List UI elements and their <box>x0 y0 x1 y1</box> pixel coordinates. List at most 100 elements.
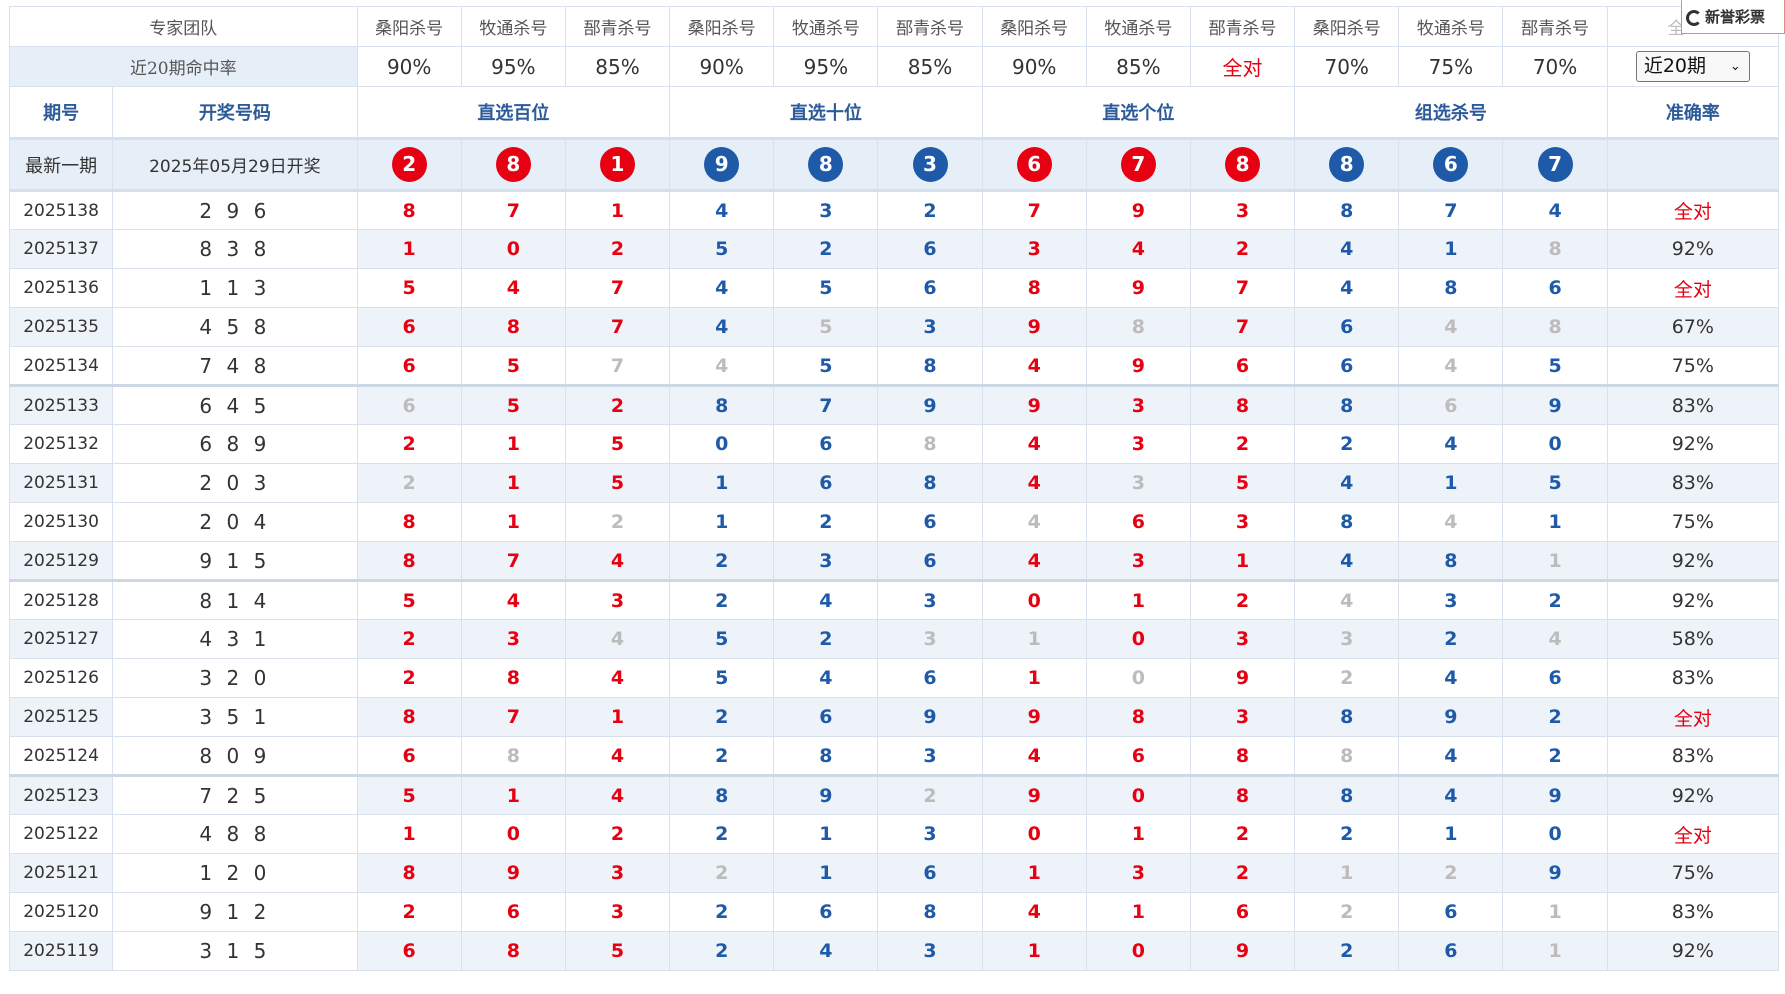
kill-number: 6 <box>356 384 462 425</box>
kill-number: 1 <box>1398 814 1504 854</box>
latest-issue-label: 最新一期 <box>8 137 114 192</box>
kill-number: 2 <box>356 892 462 932</box>
kill-number: 6 <box>1189 892 1296 932</box>
kill-number: 2 <box>356 658 462 698</box>
table-row: 2025137 8 3 8 1 0 2 5 2 6 3 4 2 4 1 8 92% <box>8 229 1780 269</box>
kill-number: 8 <box>356 541 462 581</box>
kill-number: 6 <box>773 463 879 503</box>
kill-number: 2 <box>1502 579 1608 620</box>
kill-number: 3 <box>1189 190 1296 230</box>
kill-number: 3 <box>564 579 671 620</box>
period-select[interactable]: 近20期 ⌄ <box>1635 51 1750 82</box>
kill-number: 2 <box>1502 736 1608 776</box>
open-number: 6 4 5 <box>112 384 358 425</box>
table-row: 2025126 3 2 0 2 8 4 5 4 6 1 0 9 2 4 6 83% <box>8 658 1780 698</box>
kill-number: 0 <box>981 579 1087 620</box>
kill-number: 9 <box>981 697 1087 737</box>
kill-number: 4 <box>1294 463 1400 503</box>
kill-number: 7 <box>981 190 1087 230</box>
kill-number: 8 <box>356 190 462 230</box>
kill-number: 5 <box>1502 463 1608 503</box>
kill-number: 9 <box>460 853 566 893</box>
kill-number: 2 <box>1398 619 1504 659</box>
kill-number: 3 <box>877 307 983 347</box>
issue-number: 2025128 <box>8 579 114 620</box>
kill-number: 7 <box>1189 268 1296 308</box>
kill-number: 8 <box>1189 774 1296 815</box>
kill-number: 2 <box>877 774 983 815</box>
latest-ball-cell: 9 <box>669 137 775 192</box>
kill-number: 6 <box>1398 892 1504 932</box>
kill-number: 2 <box>669 579 775 620</box>
kill-number: 8 <box>1294 190 1400 230</box>
kill-number: 1 <box>460 463 566 503</box>
kill-number: 1 <box>1085 814 1191 854</box>
kill-number: 2 <box>1294 658 1400 698</box>
kill-number: 0 <box>669 424 775 464</box>
kill-number: 2 <box>1502 697 1608 737</box>
kill-number: 0 <box>1502 814 1608 854</box>
kill-number: 2 <box>773 502 879 542</box>
latest-ball: 8 <box>1329 147 1365 182</box>
latest-ball-cell: 7 <box>1085 137 1191 192</box>
latest-ball: 8 <box>1225 147 1261 182</box>
kill-number: 4 <box>564 658 671 698</box>
kill-number: 3 <box>1085 463 1191 503</box>
open-number: 8 3 8 <box>112 229 358 269</box>
kill-number: 3 <box>1398 579 1504 620</box>
kill-number: 6 <box>1294 307 1400 347</box>
kill-number: 3 <box>877 619 983 659</box>
accuracy-value: 92% <box>1606 541 1780 581</box>
units-group-header: 直选个位 <box>981 86 1296 139</box>
expert-team-row: 专家团队 桑阳杀号 牧通杀号 郚青杀号 桑阳杀号 牧通杀号 郚青杀号 桑阳杀号 … <box>9 6 1780 47</box>
kill-number: 8 <box>1398 541 1504 581</box>
kill-number: 8 <box>1294 736 1400 776</box>
kill-number: 9 <box>877 697 983 737</box>
kill-number: 4 <box>669 268 775 308</box>
kill-number: 4 <box>669 346 775 386</box>
table-row: 2025136 1 1 3 5 4 7 4 5 6 8 9 7 4 8 6 全对 <box>8 268 1780 308</box>
kill-number: 4 <box>1294 541 1400 581</box>
hit-rate-value: 70% <box>1294 46 1400 87</box>
latest-ball: 1 <box>600 147 635 182</box>
kill-number: 6 <box>1398 931 1504 971</box>
kill-number: 8 <box>460 931 566 971</box>
kill-number: 4 <box>1398 502 1504 542</box>
kill-number: 4 <box>564 619 671 659</box>
brand-badge[interactable]: 新誉彩票 <box>1681 0 1785 34</box>
accuracy-value: 83% <box>1606 736 1780 776</box>
issue-number: 2025127 <box>8 619 114 659</box>
kill-number: 2 <box>773 229 879 269</box>
kill-number: 6 <box>877 853 983 893</box>
kill-number: 3 <box>1085 541 1191 581</box>
accuracy-value: 83% <box>1606 892 1780 932</box>
kill-number: 6 <box>1085 736 1191 776</box>
kill-number: 7 <box>564 346 671 386</box>
open-number: 1 2 0 <box>112 853 358 893</box>
open-number: 4 8 8 <box>112 814 358 854</box>
kill-number: 6 <box>356 736 462 776</box>
kill-number: 3 <box>1294 619 1400 659</box>
latest-ball-cell: 1 <box>564 137 671 192</box>
table-row: 2025124 8 0 9 6 8 4 2 8 3 4 6 8 8 4 2 83% <box>8 736 1780 776</box>
kill-number: 4 <box>981 502 1087 542</box>
accuracy-value: 92% <box>1606 774 1780 815</box>
kill-number: 6 <box>773 697 879 737</box>
kill-number: 8 <box>1502 229 1608 269</box>
group-kill-header: 组选杀号 <box>1294 86 1608 139</box>
open-number: 8 0 9 <box>112 736 358 776</box>
latest-issue-row: 最新一期 2025年05月29日开奖 2 8 1 9 8 3 6 7 8 8 6 7 <box>8 137 1780 192</box>
hit-rate-value: 75% <box>1398 46 1504 87</box>
hit-rate-value: 95% <box>773 46 879 87</box>
kill-number: 4 <box>669 190 775 230</box>
hit-rate-value: 85% <box>877 46 983 87</box>
kill-number: 8 <box>1502 307 1608 347</box>
kill-number: 6 <box>356 346 462 386</box>
kill-number: 2 <box>877 190 983 230</box>
kill-number: 5 <box>773 346 879 386</box>
latest-draw-date: 2025年05月29日开奖 <box>112 137 358 192</box>
chevron-down-icon: ⌄ <box>1729 59 1741 74</box>
kill-number-table: 专家团队 桑阳杀号 牧通杀号 郚青杀号 桑阳杀号 牧通杀号 郚青杀号 桑阳杀号 … <box>8 6 1780 971</box>
expert-name: 桑阳杀号 <box>669 6 775 47</box>
accuracy-value: 75% <box>1606 853 1780 893</box>
